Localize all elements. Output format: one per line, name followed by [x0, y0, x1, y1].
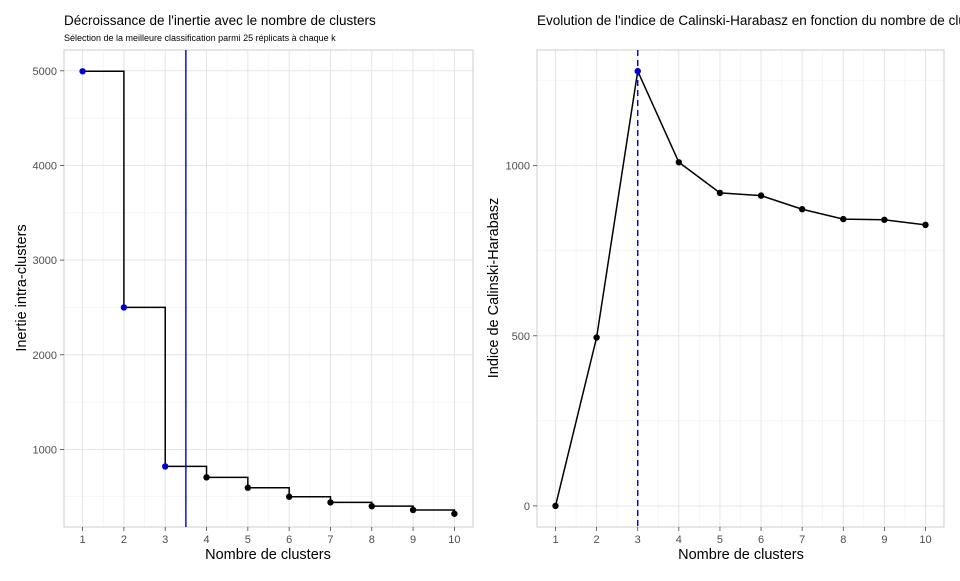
right-data-point: [798, 206, 806, 213]
right-data-point: [716, 189, 724, 197]
right-x-tick-label: 3: [635, 534, 641, 546]
right-plot-panel: 1 2 3 4 5 6 7 8 9 10 0 500 1000: [506, 49, 945, 546]
right-y-axis-title: Indice de Calinski-Harabasz: [486, 198, 502, 379]
left-panel-border: [63, 49, 474, 528]
left-x-tick-label: 3: [162, 534, 168, 546]
left-y-tick-label: 1000: [33, 444, 57, 456]
left-series-line: [82, 70, 456, 514]
left-chart-title: Décroissance de l'inertie avec le nombre…: [64, 13, 376, 28]
left-x-tick-label: 2: [121, 534, 127, 546]
left-x-tick-label: 8: [369, 534, 375, 546]
right-x-tick-label: 2: [594, 534, 600, 546]
left-y-tick-label: 2000: [33, 350, 57, 362]
right-y-tick-label: 0: [524, 501, 530, 513]
left-x-tick-label: 7: [327, 534, 333, 546]
left-chart-subtitle: Sélection de la meilleure classification…: [64, 33, 336, 43]
left-data-point: [162, 463, 169, 470]
left-data-point: [409, 506, 417, 514]
right-data-point: [634, 67, 641, 75]
left-plot-panel: 1 2 3 4 5 6 7 8 9 10 1000 2000 3000 4000 5000: [33, 49, 474, 546]
left-x-tick-label: 1: [80, 534, 86, 546]
left-data-point: [327, 499, 334, 506]
right-panel-border: [536, 49, 945, 528]
left-y-tick-label: 5000: [33, 66, 57, 78]
left-x-tick-label: 10: [448, 534, 460, 546]
right-x-axis-title: Nombre de clusters: [678, 547, 804, 563]
right-data-point: [593, 334, 600, 341]
right-data-point: [675, 159, 683, 166]
right-data-point: [881, 216, 888, 223]
right-series-line: [554, 68, 926, 507]
right-chart-title: Evolution de l'indice de Calinski-Haraba…: [537, 13, 960, 28]
right-x-tick-label: 5: [717, 534, 723, 546]
right-data-point: [757, 192, 765, 199]
right-x-tick-label: 10: [919, 534, 931, 546]
left-x-tick-label: 9: [410, 534, 416, 546]
right-y-tick-label: 500: [512, 331, 530, 343]
right-x-tick-label: 9: [881, 534, 887, 546]
left-data-point: [79, 68, 86, 75]
left-y-tick-label: 4000: [33, 160, 57, 172]
left-x-axis-title: Nombre de clusters: [205, 547, 331, 563]
left-data-point: [203, 474, 210, 481]
right-data-point: [840, 215, 847, 223]
right-x-tick-label: 8: [840, 534, 846, 546]
right-x-tick-label: 1: [552, 534, 558, 546]
right-data-point: [922, 221, 929, 229]
right-y-tick-label: 1000: [506, 161, 530, 173]
left-x-tick-label: 6: [286, 534, 292, 546]
right-x-tick-label: 7: [799, 534, 805, 546]
right-x-tick-label: 6: [758, 534, 764, 546]
left-y-axis-title: Inertie intra-clusters: [14, 224, 30, 351]
left-data-point: [368, 502, 375, 510]
left-y-tick-label: 3000: [33, 255, 57, 267]
left-x-tick-label: 4: [203, 534, 209, 546]
left-data-point: [285, 493, 293, 500]
left-x-tick-label: 5: [245, 534, 251, 546]
right-x-tick-label: 4: [676, 534, 682, 546]
left-data-point: [451, 510, 458, 517]
left-data-point: [244, 484, 252, 491]
right-data-point: [552, 502, 559, 510]
left-data-point: [120, 304, 128, 311]
